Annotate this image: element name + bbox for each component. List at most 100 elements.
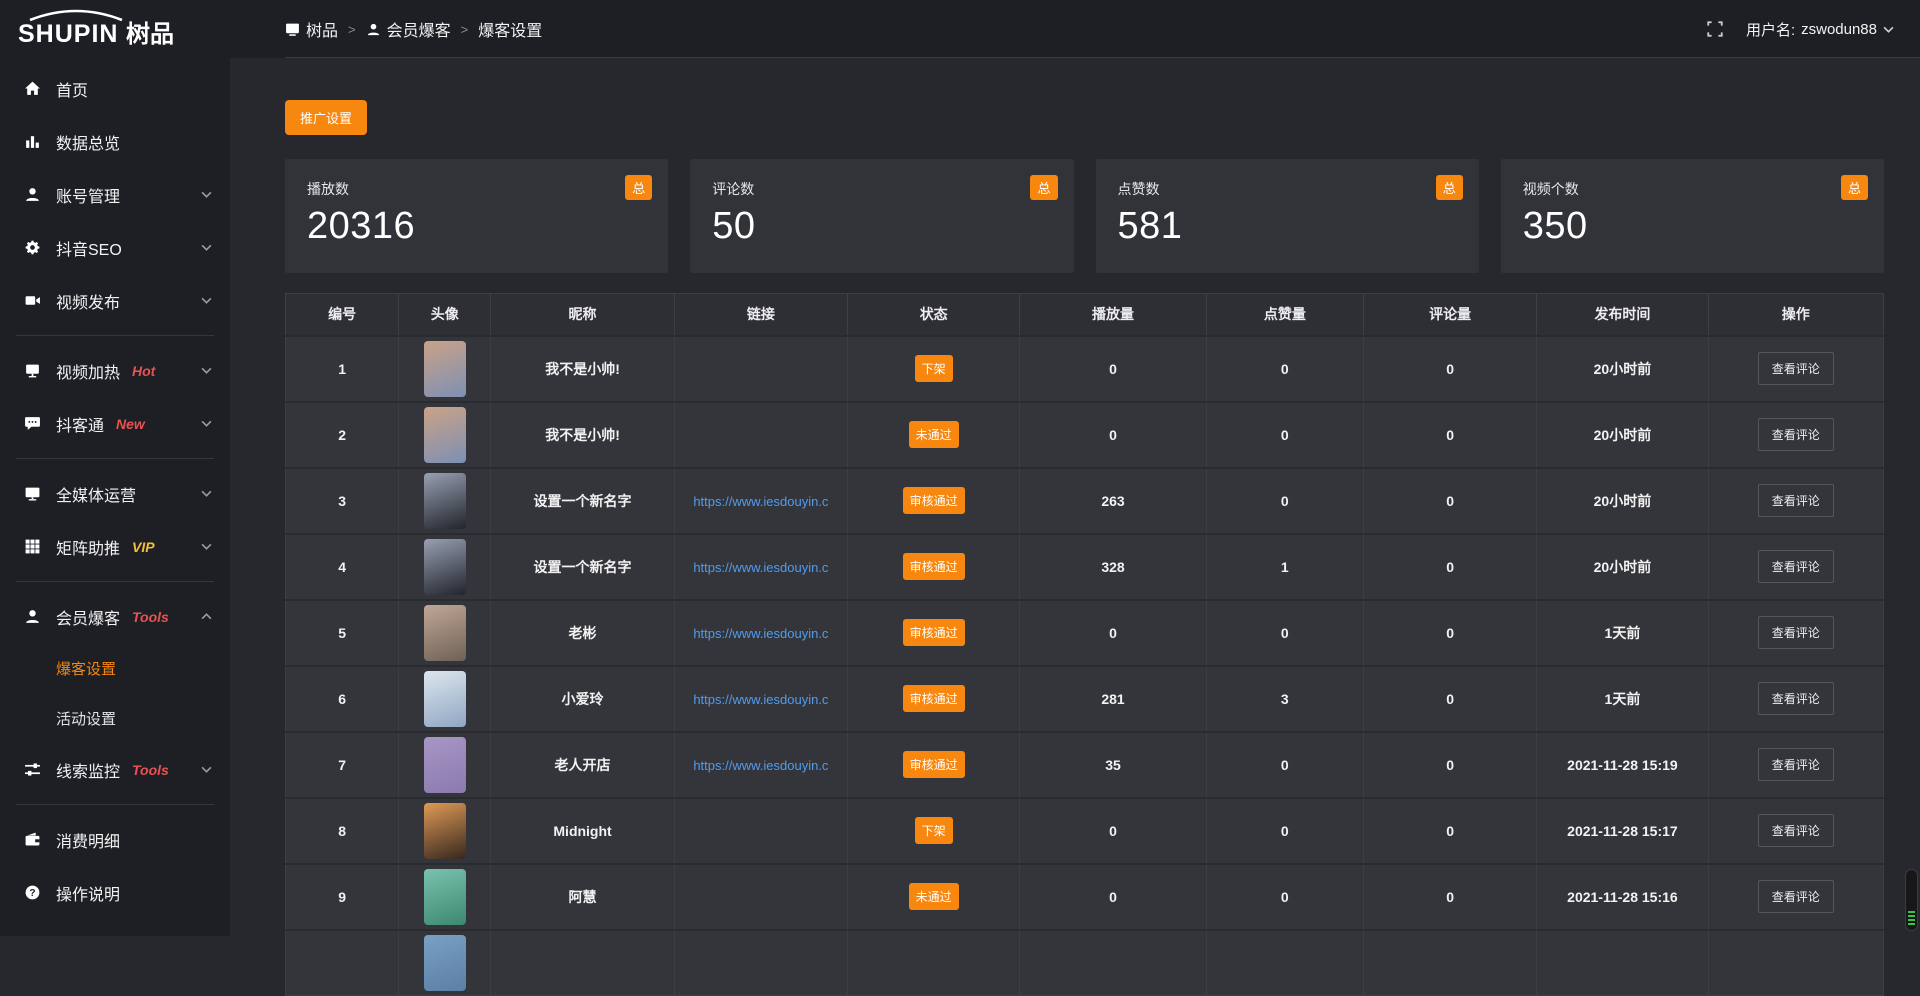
cell-comments: 0 — [1363, 468, 1536, 534]
view-comments-button[interactable]: 查看评论 — [1758, 814, 1834, 847]
view-comments-button[interactable]: 查看评论 — [1758, 880, 1834, 913]
stat-value: 581 — [1118, 205, 1457, 248]
stat-total-badge: 总 — [1436, 175, 1463, 200]
video-link[interactable]: https://www.iesdouyin.c — [693, 692, 828, 707]
view-comments-button[interactable]: 查看评论 — [1758, 682, 1834, 715]
breadcrumb-item-shupin[interactable]: 树品 — [285, 17, 338, 41]
grid-icon — [24, 538, 41, 555]
video-link[interactable]: https://www.iesdouyin.c — [693, 494, 828, 509]
cell-comments: 0 — [1363, 798, 1536, 864]
fullscreen-icon[interactable] — [1706, 20, 1724, 38]
sidebar-item-label: 操作说明 — [56, 881, 120, 905]
video-link[interactable]: https://www.iesdouyin.c — [693, 560, 828, 575]
view-comments-button[interactable]: 查看评论 — [1758, 484, 1834, 517]
cell-id: 9 — [286, 864, 399, 930]
status-badge: 下架 — [915, 817, 953, 844]
sidebar-item-label: 数据总览 — [56, 130, 120, 154]
svg-text:?: ? — [29, 888, 35, 899]
cell-link — [674, 798, 847, 864]
cell-status: 审核通过 — [848, 468, 1020, 534]
sidebar-item-data-overview[interactable]: 数据总览 — [0, 115, 230, 168]
sidebar-item-badge: Tools — [132, 609, 169, 625]
view-comments-button[interactable]: 查看评论 — [1758, 550, 1834, 583]
view-comments-button[interactable]: 查看评论 — [1758, 748, 1834, 781]
cell-likes: 0 — [1206, 732, 1363, 798]
cell-plays: 0 — [1020, 798, 1206, 864]
table-header-cell: 编号 — [286, 294, 399, 336]
scrollbar-widget[interactable] — [1905, 869, 1918, 931]
video-link[interactable]: https://www.iesdouyin.c — [693, 626, 828, 641]
sidebar-item-douyin-seo[interactable]: 抖音SEO — [0, 221, 230, 274]
cell-plays: 35 — [1020, 732, 1206, 798]
cell-likes — [1206, 930, 1363, 996]
avatar — [424, 341, 466, 397]
promo-settings-button[interactable]: 推广设置 — [285, 100, 367, 135]
cell-avatar — [399, 534, 491, 600]
cell-status: 审核通过 — [848, 534, 1020, 600]
cell-action: 查看评论 — [1708, 600, 1883, 666]
sidebar-subitem-baoke-settings[interactable]: 爆客设置 — [0, 643, 230, 693]
topbar: 树品>会员爆客>爆客设置 用户名: zswodun88 — [230, 0, 1920, 58]
person-icon — [366, 22, 381, 37]
sidebar-item-home[interactable]: 首页 — [0, 62, 230, 115]
cell-comments — [1363, 930, 1536, 996]
video-link[interactable]: https://www.iesdouyin.c — [693, 758, 828, 773]
sidebar-subitem-activity-settings[interactable]: 活动设置 — [0, 693, 230, 743]
view-comments-button[interactable]: 查看评论 — [1758, 418, 1834, 451]
cell-id: 8 — [286, 798, 399, 864]
sidebar-item-all-media-operation[interactable]: 全媒体运营 — [0, 467, 230, 520]
cell-status: 审核通过 — [848, 600, 1020, 666]
user-menu[interactable]: 用户名: zswodun88 — [1746, 19, 1894, 40]
breadcrumb-item-baoke-settings[interactable]: 爆客设置 — [478, 17, 542, 41]
cell-nickname: 老人开店 — [491, 732, 674, 798]
sidebar-item-account-management[interactable]: 账号管理 — [0, 168, 230, 221]
cell-nickname — [491, 930, 674, 996]
topbar-right: 用户名: zswodun88 — [1706, 19, 1894, 40]
sidebar-subitem-label: 爆客设置 — [56, 658, 116, 679]
view-comments-button[interactable]: 查看评论 — [1758, 616, 1834, 649]
cell-avatar — [399, 798, 491, 864]
breadcrumb-item-member-baoke[interactable]: 会员爆客 — [366, 17, 451, 41]
cell-action: 查看评论 — [1708, 798, 1883, 864]
sidebar-divider — [16, 804, 214, 805]
cell-status: 审核通过 — [848, 666, 1020, 732]
cell-plays: 0 — [1020, 402, 1206, 468]
stat-total-badge: 总 — [1841, 175, 1868, 200]
sidebar-item-operation-guide[interactable]: ? 操作说明 — [0, 866, 230, 919]
view-comments-button[interactable]: 查看评论 — [1758, 352, 1834, 385]
chevron-down-icon — [201, 244, 212, 251]
cell-likes: 3 — [1206, 666, 1363, 732]
sidebar-item-video-publish[interactable]: 视频发布 — [0, 274, 230, 327]
display-icon — [24, 362, 41, 379]
cell-plays: 0 — [1020, 600, 1206, 666]
cell-avatar — [399, 600, 491, 666]
status-badge: 审核通过 — [903, 685, 965, 712]
cell-comments: 0 — [1363, 402, 1536, 468]
sidebar-item-label: 视频加热 — [56, 359, 120, 383]
stat-value: 350 — [1523, 205, 1862, 248]
cell-avatar — [399, 732, 491, 798]
cell-link — [674, 864, 847, 930]
chevron-down-icon — [201, 191, 212, 198]
cell-likes: 0 — [1206, 402, 1363, 468]
sidebar-item-consume-detail[interactable]: 消费明细 — [0, 813, 230, 866]
chevron-down-icon — [201, 297, 212, 304]
cell-plays: 281 — [1020, 666, 1206, 732]
sidebar-item-label: 全媒体运营 — [56, 482, 136, 506]
cell-likes: 0 — [1206, 468, 1363, 534]
cell-link: https://www.iesdouyin.c — [674, 600, 847, 666]
stat-total-badge: 总 — [625, 175, 652, 200]
sidebar-subitem-label: 活动设置 — [56, 708, 116, 729]
